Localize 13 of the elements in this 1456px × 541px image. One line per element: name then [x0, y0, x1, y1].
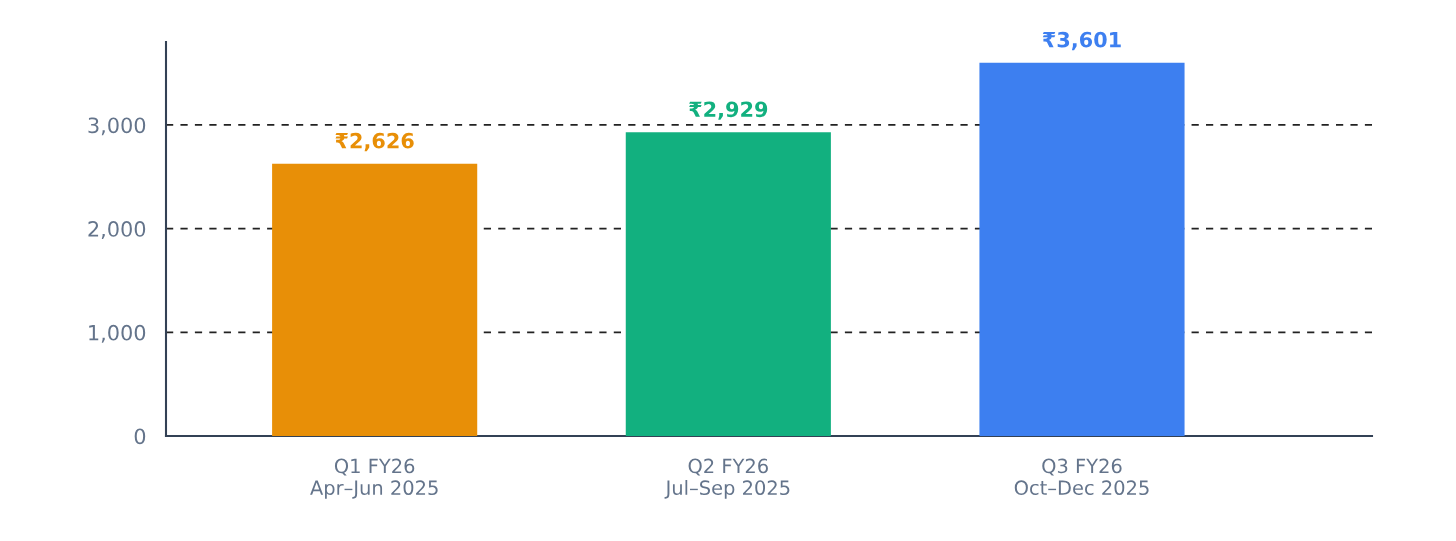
y-tick-label: 0 [134, 428, 146, 445]
x-tick-label: Q3 FY26 Oct–Dec 2025 [1014, 458, 1149, 496]
y-tick-label: 3,000 [88, 117, 146, 136]
y-tick-label: 2,000 [88, 221, 146, 239]
bar [979, 62, 1185, 436]
data-label: ₹2,626 [335, 132, 414, 152]
x-tick-label: Q1 FY26 Apr–Jun 2025 [310, 458, 438, 499]
data-label: ₹2,929 [689, 101, 768, 120]
data-label: ₹3,601 [1042, 31, 1121, 51]
bar [272, 163, 478, 436]
y-tick-label: 1,000 [89, 324, 146, 343]
bar [625, 132, 831, 436]
x-tick-label: Q2 FY26 Jul–Sep 2025 [664, 458, 790, 499]
